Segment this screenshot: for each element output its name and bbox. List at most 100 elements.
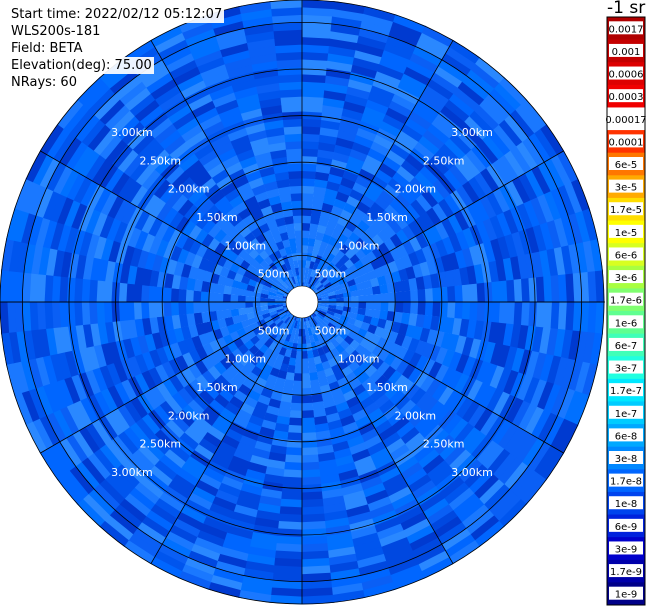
data-cell <box>441 52 472 77</box>
data-cell <box>277 370 288 380</box>
data-cell <box>327 546 356 559</box>
data-cell <box>302 215 312 224</box>
data-cell <box>212 567 244 584</box>
data-cell <box>117 404 136 428</box>
data-cell <box>268 333 278 343</box>
data-cell <box>460 376 477 398</box>
data-cell <box>479 99 506 126</box>
data-cell <box>422 314 433 330</box>
data-cell <box>448 540 480 565</box>
data-cell <box>155 202 173 222</box>
data-cell <box>123 539 155 564</box>
data-cell <box>111 435 133 460</box>
data-cell <box>377 361 391 376</box>
data-cell <box>127 355 142 377</box>
data-cell <box>330 158 348 171</box>
colorbar-label-bg <box>609 518 643 532</box>
data-cell <box>242 377 256 391</box>
data-cell <box>128 533 159 558</box>
data-cell <box>575 242 589 274</box>
data-cell <box>181 367 196 384</box>
data-cell <box>518 403 538 432</box>
data-cell <box>170 301 180 316</box>
data-cell <box>248 344 260 356</box>
data-cell <box>356 389 371 404</box>
data-cell <box>236 148 255 162</box>
data-cell <box>199 113 222 131</box>
data-cell <box>397 79 424 99</box>
data-cell <box>317 451 336 463</box>
data-cell <box>193 312 203 325</box>
data-cell <box>359 568 391 584</box>
data-cell <box>379 209 395 225</box>
data-cell <box>320 293 329 298</box>
data-cell <box>148 349 162 368</box>
data-cell <box>93 93 121 120</box>
data-cell <box>492 187 511 213</box>
data-cell <box>215 254 228 267</box>
data-cell <box>91 367 108 392</box>
data-cell <box>469 358 484 381</box>
data-cell <box>580 302 590 333</box>
data-cell <box>143 193 161 215</box>
data-cell <box>397 130 419 149</box>
data-cell <box>582 208 599 242</box>
data-cell <box>461 284 471 303</box>
data-cell <box>142 389 160 410</box>
data-cell <box>479 385 497 410</box>
data-cell <box>206 425 226 442</box>
data-cell <box>301 521 326 531</box>
data-cell <box>1 238 14 272</box>
data-cell <box>247 389 261 402</box>
data-cell <box>56 351 72 380</box>
data-cell <box>351 141 371 156</box>
data-cell <box>415 39 447 61</box>
data-cell <box>377 242 391 256</box>
data-cell <box>66 403 86 431</box>
data-cell <box>224 187 241 203</box>
data-cell <box>388 218 403 234</box>
data-cell <box>543 275 553 303</box>
data-cell <box>301 587 333 598</box>
data-cell <box>385 479 409 498</box>
data-cell <box>334 309 344 316</box>
data-cell <box>182 181 200 200</box>
data-cell <box>256 277 266 285</box>
data-cell <box>423 85 450 107</box>
data-cell <box>8 331 22 364</box>
data-cell <box>239 188 255 202</box>
data-cell <box>240 319 251 329</box>
data-cell <box>338 277 348 286</box>
data-cell <box>323 281 333 289</box>
data-cell <box>439 476 465 499</box>
data-cell <box>332 440 350 453</box>
data-cell <box>434 149 456 170</box>
data-cell <box>210 134 231 150</box>
data-cell <box>159 129 182 150</box>
data-cell <box>587 302 598 334</box>
data-cell <box>150 25 183 47</box>
data-cell <box>203 404 221 421</box>
data-cell <box>310 341 318 351</box>
data-cell <box>215 215 230 230</box>
data-cell <box>374 70 402 88</box>
data-cell <box>470 63 500 90</box>
data-cell <box>259 301 268 307</box>
data-cell <box>14 301 24 333</box>
data-cell <box>417 302 427 316</box>
data-cell <box>231 243 244 256</box>
data-cell <box>370 414 389 429</box>
data-cell <box>428 361 443 380</box>
data-cell <box>514 470 541 500</box>
data-cell <box>254 376 267 389</box>
data-cell <box>523 200 541 228</box>
data-cell <box>184 557 216 576</box>
data-cell <box>412 104 437 125</box>
data-cell <box>318 134 338 145</box>
data-cell <box>159 183 178 204</box>
data-cell <box>572 272 583 303</box>
data-cell <box>49 381 67 410</box>
data-cell <box>439 439 461 461</box>
data-cell <box>327 307 337 313</box>
data-cell <box>503 462 529 490</box>
